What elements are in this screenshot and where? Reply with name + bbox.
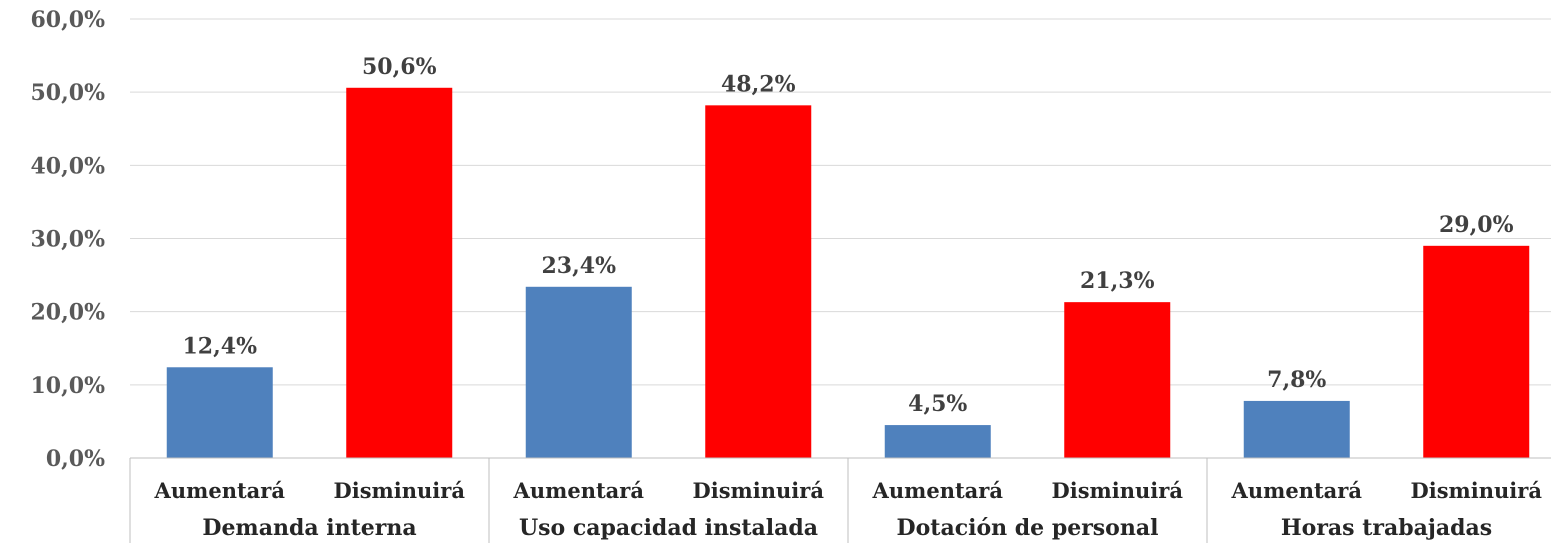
data-label: 4,5% xyxy=(908,391,967,417)
data-label: 12,4% xyxy=(183,333,258,359)
x-axis-group-labels: Demanda interna Uso capacidad instalada Do… xyxy=(202,515,1492,541)
category-label: Disminuirá xyxy=(1411,478,1543,503)
data-label: 50,6% xyxy=(362,54,437,80)
group-label: Uso capacidad instalada xyxy=(519,515,818,541)
data-label: 7,8% xyxy=(1267,367,1326,393)
y-tick-label: 10,0% xyxy=(31,373,106,399)
data-labels: 12,4% 50,6% 23,4% 48,2% 4,5% 21,3% 7,8% 29,0% xyxy=(183,54,1514,417)
y-tick-label: 20,0% xyxy=(31,300,106,326)
bar xyxy=(166,367,273,458)
data-label: 29,0% xyxy=(1439,212,1514,238)
group-label: Horas trabajadas xyxy=(1281,515,1492,541)
x-axis-category-labels: Aumentará Disminuirá Aumentará Disminuirá Au… xyxy=(154,478,1543,503)
y-tick-label: 50,0% xyxy=(31,80,106,106)
category-label: Aumentará xyxy=(1231,478,1363,503)
gridlines xyxy=(130,18,1551,386)
bar xyxy=(884,425,991,458)
y-tick-label: 30,0% xyxy=(31,227,106,253)
category-label: Aumentará xyxy=(154,478,286,503)
category-label: Disminuirá xyxy=(334,478,466,503)
data-label: 21,3% xyxy=(1080,268,1155,294)
category-label: Disminuirá xyxy=(1052,478,1184,503)
bar xyxy=(1423,245,1530,458)
y-tick-label: 40,0% xyxy=(31,153,106,179)
data-label: 48,2% xyxy=(721,71,796,97)
category-label: Aumentará xyxy=(872,478,1004,503)
bar xyxy=(705,105,812,458)
category-label: Aumentará xyxy=(513,478,645,503)
bar xyxy=(525,286,632,458)
group-label: Dotación de personal xyxy=(897,515,1159,541)
bar xyxy=(346,87,453,458)
group-label: Demanda interna xyxy=(202,515,416,541)
bar xyxy=(1064,302,1171,458)
y-tick-label: 0,0% xyxy=(46,446,105,472)
data-label: 23,4% xyxy=(542,253,617,279)
y-axis-tick-labels: 0,0% 10,0% 20,0% 30,0% 40,0% 50,0% 60,0% xyxy=(31,7,106,472)
y-tick-label: 60,0% xyxy=(31,7,106,33)
x-axis xyxy=(129,457,1551,543)
bars xyxy=(166,87,1530,458)
bar xyxy=(1243,400,1350,458)
category-label: Disminuirá xyxy=(693,478,825,503)
